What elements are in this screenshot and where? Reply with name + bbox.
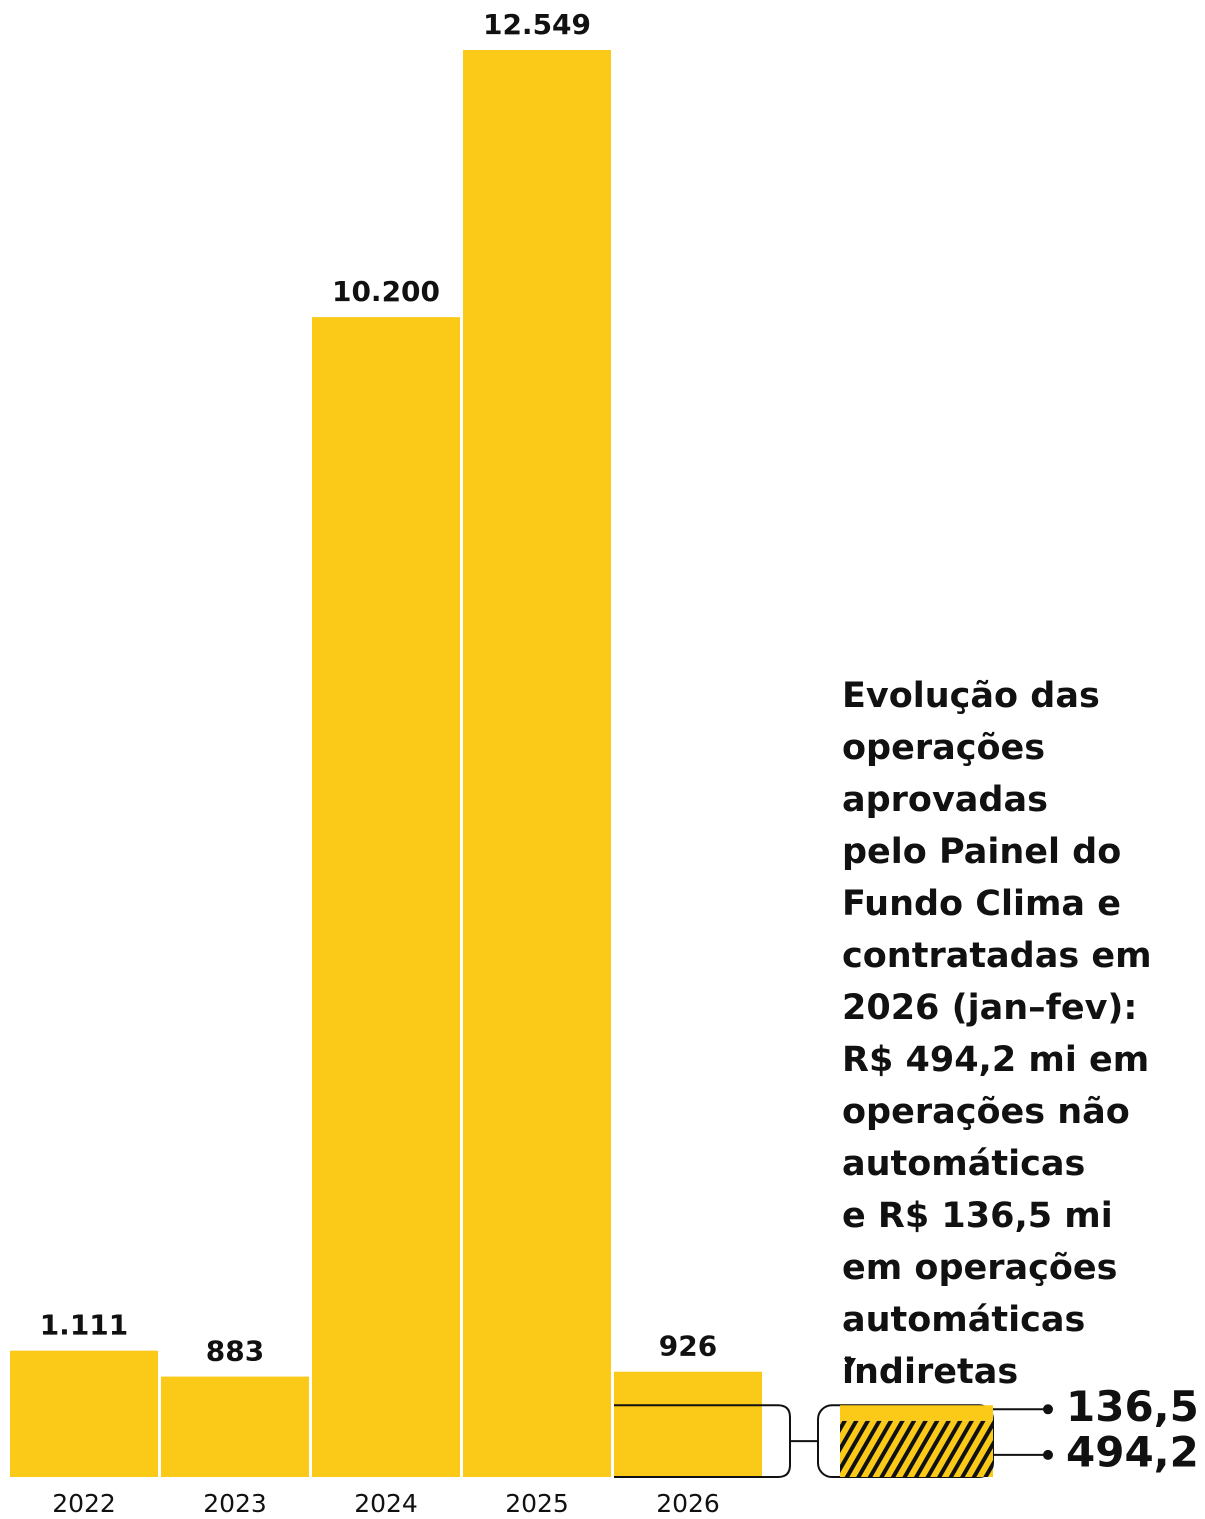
x-tick-label: 2026: [656, 1489, 720, 1518]
bar: [312, 317, 460, 1477]
value-label: 12.549: [483, 8, 591, 41]
annotation: indiretas: [842, 1352, 1018, 1392]
x-tick-label: 2025: [505, 1489, 569, 1518]
x-tick-label: 2024: [354, 1489, 418, 1518]
stack-segment: [840, 1405, 993, 1421]
annotation: operações: [842, 728, 1045, 768]
annotation: operações não: [842, 1092, 1130, 1132]
stack-segment: [840, 1420, 993, 1477]
x-tick-label: 2023: [203, 1489, 267, 1518]
value-label: 926: [659, 1330, 717, 1363]
leader-dot: [1043, 1449, 1053, 1460]
bar: [161, 1376, 309, 1477]
value-label: 883: [206, 1335, 264, 1368]
bar: [614, 1371, 762, 1477]
breakdown-label: 494,2: [1066, 1427, 1199, 1476]
annotation: Fundo Clima e: [842, 884, 1121, 924]
annotation: Evolução das: [842, 676, 1100, 716]
annotation: automáticas: [842, 1300, 1085, 1340]
annotation: 2026 (jan–fev):: [842, 988, 1137, 1028]
annotation: e R$ 136,5 mi: [842, 1196, 1113, 1236]
value-label: 1.111: [40, 1309, 129, 1342]
x-tick-label: 2022: [52, 1489, 116, 1518]
bar: [10, 1350, 158, 1477]
annotation: pelo Painel do: [842, 832, 1121, 872]
value-label: 10.200: [332, 275, 440, 308]
annotation: contratadas em: [842, 936, 1152, 976]
annotation: aprovadas: [842, 780, 1048, 820]
annotation: em operações: [842, 1248, 1117, 1288]
leader-dot: [1043, 1404, 1053, 1415]
bar: [463, 50, 611, 1477]
annotation: automáticas: [842, 1144, 1085, 1184]
pointer: [844, 1358, 856, 1369]
breakdown-label: 136,5: [1066, 1382, 1199, 1431]
annotation: R$ 494,2 mi em: [842, 1040, 1149, 1080]
